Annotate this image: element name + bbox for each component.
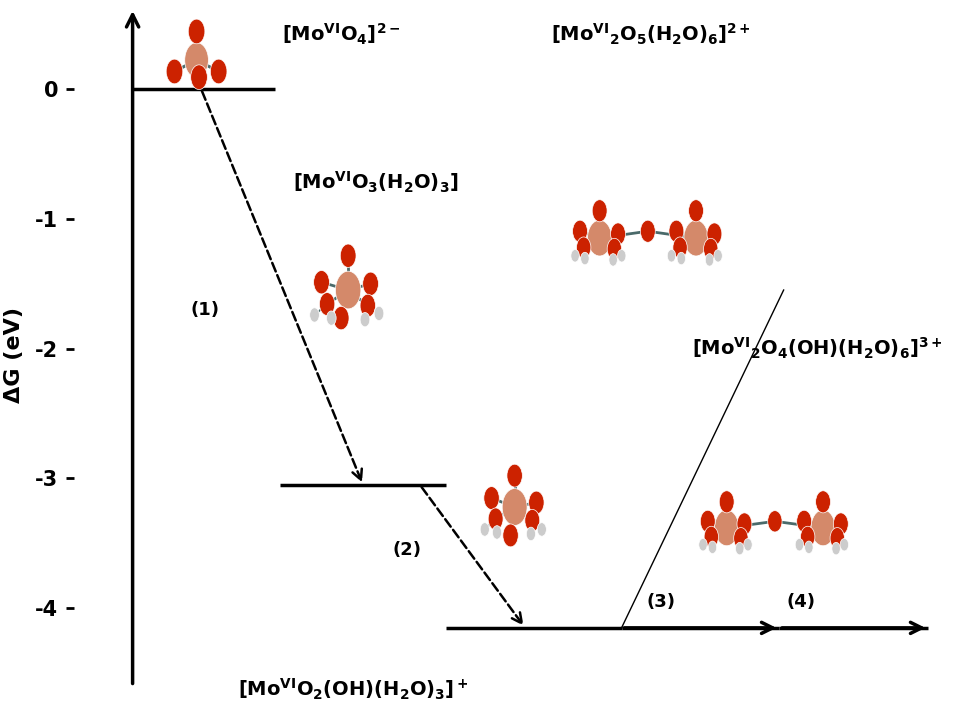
Circle shape xyxy=(528,491,544,514)
Circle shape xyxy=(737,513,752,535)
Text: (3): (3) xyxy=(647,593,675,611)
Circle shape xyxy=(592,200,607,222)
Circle shape xyxy=(537,523,547,536)
Circle shape xyxy=(709,541,716,554)
Circle shape xyxy=(492,525,502,539)
Circle shape xyxy=(713,249,722,262)
Circle shape xyxy=(310,308,319,322)
Circle shape xyxy=(507,464,522,487)
Circle shape xyxy=(815,491,830,513)
Text: (2): (2) xyxy=(392,541,421,559)
Circle shape xyxy=(830,528,845,549)
Circle shape xyxy=(576,237,591,258)
Circle shape xyxy=(684,220,709,256)
Circle shape xyxy=(704,526,718,547)
Circle shape xyxy=(525,510,540,532)
Text: (1): (1) xyxy=(191,300,220,319)
Circle shape xyxy=(211,59,227,84)
Circle shape xyxy=(484,486,499,510)
Circle shape xyxy=(319,293,335,315)
Circle shape xyxy=(314,271,329,294)
Circle shape xyxy=(188,19,205,44)
Circle shape xyxy=(706,253,713,266)
Circle shape xyxy=(167,59,183,84)
Circle shape xyxy=(609,253,617,266)
Circle shape xyxy=(526,527,535,541)
Circle shape xyxy=(488,508,503,530)
Circle shape xyxy=(340,244,356,268)
Text: $\mathbf{[Mo^{VI}O_4]^{2-}}$: $\mathbf{[Mo^{VI}O_4]^{2-}}$ xyxy=(281,21,400,47)
Circle shape xyxy=(801,526,815,547)
Circle shape xyxy=(669,220,684,242)
Circle shape xyxy=(767,510,782,532)
Circle shape xyxy=(736,542,744,555)
Circle shape xyxy=(374,306,384,321)
Circle shape xyxy=(572,220,587,242)
Circle shape xyxy=(360,294,375,317)
Circle shape xyxy=(361,312,369,327)
Circle shape xyxy=(699,538,708,551)
Circle shape xyxy=(833,513,849,535)
Circle shape xyxy=(677,252,685,265)
Circle shape xyxy=(503,524,518,547)
Circle shape xyxy=(333,307,349,329)
Circle shape xyxy=(363,272,378,295)
Circle shape xyxy=(744,538,753,551)
Circle shape xyxy=(611,223,625,245)
Text: (4): (4) xyxy=(787,593,815,611)
Circle shape xyxy=(701,510,715,532)
Circle shape xyxy=(795,538,804,551)
Circle shape xyxy=(689,200,704,222)
Text: $\mathbf{[Mo^{VI}{}_2O_5(H_2O)_6]^{2+}}$: $\mathbf{[Mo^{VI}{}_2O_5(H_2O)_6]^{2+}}$ xyxy=(552,21,751,47)
Y-axis label: ΔG (eV): ΔG (eV) xyxy=(4,307,24,403)
Circle shape xyxy=(191,65,208,89)
Circle shape xyxy=(811,510,835,546)
Circle shape xyxy=(805,541,813,554)
Circle shape xyxy=(714,510,739,546)
Circle shape xyxy=(608,239,621,260)
Circle shape xyxy=(640,220,656,242)
Circle shape xyxy=(571,249,579,262)
Circle shape xyxy=(667,249,675,262)
Circle shape xyxy=(581,252,589,265)
Circle shape xyxy=(734,528,748,549)
Text: $\mathbf{[Mo^{VI}O_2(OH)(H_2O)_3]^+}$: $\mathbf{[Mo^{VI}O_2(OH)(H_2O)_3]^+}$ xyxy=(238,677,468,701)
Circle shape xyxy=(502,488,527,525)
Circle shape xyxy=(588,220,612,256)
Circle shape xyxy=(840,538,849,551)
Circle shape xyxy=(326,311,336,325)
Circle shape xyxy=(704,239,718,260)
Circle shape xyxy=(480,523,489,536)
Circle shape xyxy=(673,237,687,258)
Circle shape xyxy=(832,542,840,555)
Circle shape xyxy=(719,491,734,513)
Circle shape xyxy=(335,271,361,309)
Circle shape xyxy=(185,43,209,77)
Circle shape xyxy=(797,510,811,532)
Text: $\mathbf{[Mo^{VI}{}_2O_4(OH)(H_2O)_6]^{3+}}$: $\mathbf{[Mo^{VI}{}_2O_4(OH)(H_2O)_6]^{3… xyxy=(692,336,942,361)
Circle shape xyxy=(707,223,722,245)
Text: $\mathbf{[Mo^{VI}O_3(H_2O)_3]}$: $\mathbf{[Mo^{VI}O_3(H_2O)_3]}$ xyxy=(293,170,459,195)
Circle shape xyxy=(617,249,626,262)
